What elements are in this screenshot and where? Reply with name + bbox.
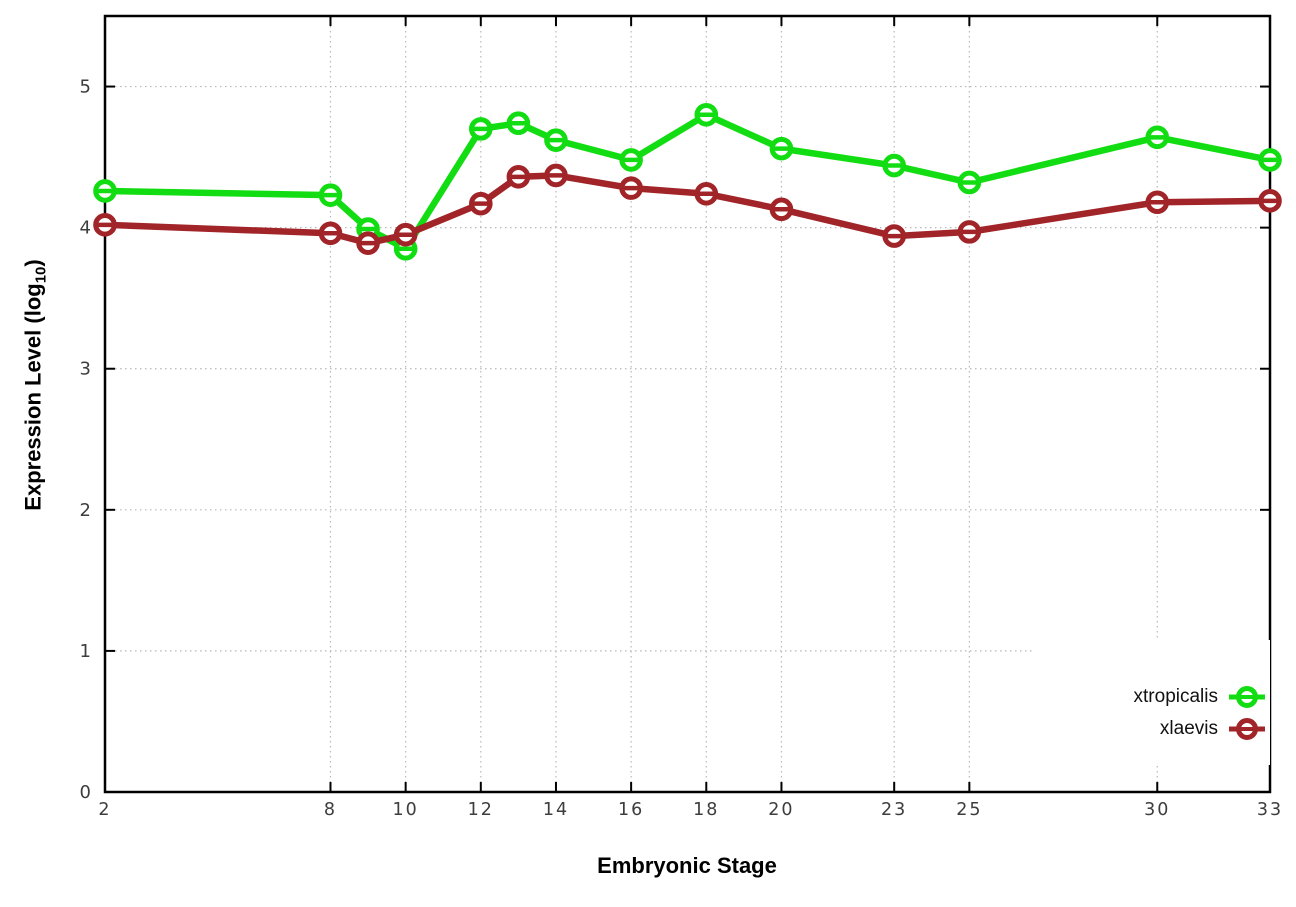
svg-text:20: 20 bbox=[768, 800, 794, 820]
svg-text:1: 1 bbox=[80, 641, 91, 662]
y-axis-title-text: Expression Level (log bbox=[20, 283, 46, 511]
svg-text:23: 23 bbox=[881, 800, 907, 820]
y-axis-title-close: ) bbox=[20, 259, 46, 267]
svg-text:3: 3 bbox=[80, 359, 91, 380]
svg-text:2: 2 bbox=[80, 500, 91, 521]
svg-text:12: 12 bbox=[468, 800, 494, 820]
svg-text:2: 2 bbox=[98, 800, 111, 820]
legend-marker-icon-xlaevis bbox=[1229, 717, 1265, 740]
y-axis-title: Expression Level (log10) bbox=[20, 259, 49, 510]
svg-text:8: 8 bbox=[324, 800, 337, 820]
svg-text:33: 33 bbox=[1257, 800, 1283, 820]
legend-marker-icon-xtropicalis bbox=[1229, 685, 1265, 708]
svg-text:14: 14 bbox=[543, 800, 569, 820]
legend-label-xlaevis: xlaevis bbox=[1159, 717, 1218, 739]
svg-text:10: 10 bbox=[393, 800, 419, 820]
x-axis-title: Embryonic Stage bbox=[597, 853, 777, 878]
svg-text:4: 4 bbox=[80, 218, 91, 239]
y-axis-title-subscript: 10 bbox=[32, 266, 50, 284]
legend-item-xtropicalis: xtropicalis bbox=[1134, 682, 1266, 711]
svg-text:30: 30 bbox=[1144, 800, 1170, 820]
legend-item-xlaevis: xlaevis bbox=[1160, 714, 1266, 743]
svg-text:5: 5 bbox=[80, 77, 91, 98]
legend: xtropicalis xlaevis bbox=[1032, 640, 1270, 765]
svg-text:25: 25 bbox=[956, 800, 982, 820]
svg-text:16: 16 bbox=[618, 800, 644, 820]
legend-label-xtropicalis: xtropicalis bbox=[1133, 685, 1218, 707]
svg-text:18: 18 bbox=[693, 800, 719, 820]
svg-text:0: 0 bbox=[80, 782, 91, 803]
